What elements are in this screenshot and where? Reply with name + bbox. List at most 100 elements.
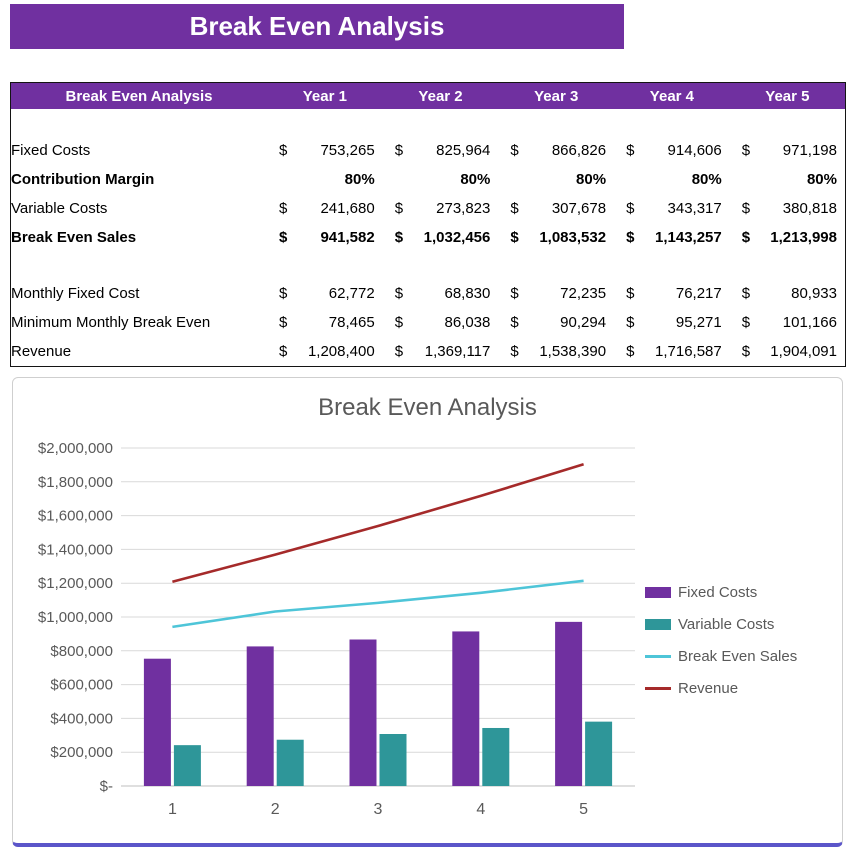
y-tick-label: $600,000 bbox=[50, 677, 113, 694]
bar-fixed-costs bbox=[246, 646, 274, 786]
y-tick-label: $400,000 bbox=[50, 710, 113, 727]
bar-variable-costs bbox=[173, 745, 201, 786]
cell-number: 95,271 bbox=[675, 314, 722, 331]
currency-symbol: $ bbox=[626, 142, 635, 159]
chart-body: $- $200,000 $400,000 $600,000 $800,000 $1,000… bbox=[13, 422, 842, 826]
legend-item-revenue: Revenue bbox=[645, 680, 841, 697]
cell-value bbox=[383, 252, 499, 279]
cell-number: 241,680 bbox=[320, 200, 375, 217]
table-header-title: Break Even Analysis bbox=[10, 82, 267, 109]
cell-value: $86,038 bbox=[383, 308, 499, 337]
table-body: Fixed Costs $753,265 $825,964 $866,826 $914,… bbox=[11, 109, 846, 367]
table-header-year-3: Year 3 bbox=[498, 82, 615, 109]
cell-value bbox=[614, 252, 730, 279]
cell-value: $343,317 bbox=[614, 194, 730, 223]
cell-value: $971,198 bbox=[730, 136, 846, 165]
cell-value: $914,606 bbox=[614, 136, 730, 165]
cell-value: $72,235 bbox=[498, 279, 614, 308]
table-row: Monthly Fixed Cost $62,772 $68,830 $72,235 $… bbox=[11, 279, 846, 308]
cell-number: 380,818 bbox=[782, 200, 837, 217]
row-label: Fixed Costs bbox=[11, 142, 91, 159]
legend-label: Fixed Costs bbox=[678, 584, 758, 601]
cell-value: 80% bbox=[498, 165, 614, 194]
y-tick-label: $1,000,000 bbox=[38, 609, 113, 626]
cell-number: 914,606 bbox=[667, 142, 722, 159]
currency-symbol: $ bbox=[279, 314, 288, 331]
cell-value bbox=[267, 252, 383, 279]
row-label: Variable Costs bbox=[11, 200, 108, 217]
cell-number: 68,830 bbox=[444, 285, 491, 302]
cell-number: 72,235 bbox=[560, 285, 607, 302]
cell-value: $941,582 bbox=[267, 223, 383, 252]
table-row: Fixed Costs $753,265 $825,964 $866,826 $914,… bbox=[11, 136, 846, 165]
cell-value: $1,032,456 bbox=[383, 223, 499, 252]
cell-number: 80% bbox=[344, 171, 375, 188]
page-title-banner: Break Even Analysis bbox=[10, 4, 624, 49]
cell-value: $380,818 bbox=[730, 194, 846, 223]
currency-symbol: $ bbox=[279, 142, 288, 159]
cell-number: 86,038 bbox=[444, 314, 491, 331]
line-revenue bbox=[172, 462, 584, 584]
legend-item-variable-costs: Variable Costs bbox=[645, 616, 841, 633]
legend-swatch-variable-costs bbox=[645, 619, 671, 630]
chart-plot: $- $200,000 $400,000 $600,000 $800,000 $1,000… bbox=[38, 440, 635, 818]
legend-item-fixed-costs: Fixed Costs bbox=[645, 584, 841, 601]
cell-number: 90,294 bbox=[560, 314, 607, 331]
cell-value: $78,465 bbox=[267, 308, 383, 337]
chart-legend: Fixed Costs Variable Costs Break Even Sale… bbox=[645, 448, 841, 833]
chart-title: Break Even Analysis bbox=[318, 394, 537, 421]
currency-symbol: $ bbox=[741, 200, 751, 217]
cell-number: 80,933 bbox=[791, 285, 837, 302]
cell-value: $76,217 bbox=[614, 279, 730, 308]
legend-label: Variable Costs bbox=[678, 616, 775, 633]
cell-number: 1,208,400 bbox=[307, 343, 375, 360]
cell-value: $68,830 bbox=[383, 279, 499, 308]
page: Break Even Analysis Break Even Analysis … bbox=[0, 4, 850, 847]
cell-value: $866,826 bbox=[498, 136, 614, 165]
table-row: Minimum Monthly Break Even $78,465 $86,038… bbox=[11, 308, 846, 337]
cell-number: 307,678 bbox=[551, 200, 607, 217]
table-row: Revenue $1,208,400 $1,369,117 $1,538,390 $1,… bbox=[11, 337, 846, 367]
row-label bbox=[11, 109, 268, 136]
table-header-year-4: Year 4 bbox=[614, 82, 730, 109]
break-even-table: Break Even Analysis Year 1 Year 2 Year 3… bbox=[10, 82, 846, 367]
currency-symbol: $ bbox=[279, 285, 288, 302]
x-tick-label: 4 bbox=[476, 801, 485, 818]
currency-symbol: $ bbox=[626, 285, 635, 302]
cell-value: $1,369,117 bbox=[383, 337, 499, 367]
cell-number: 1,904,091 bbox=[770, 343, 837, 360]
y-tick-label: $2,000,000 bbox=[38, 440, 113, 457]
cell-value bbox=[614, 109, 730, 136]
cell-number: 80% bbox=[460, 171, 491, 188]
cell-number: 101,166 bbox=[782, 314, 837, 331]
row-label: Contribution Margin bbox=[11, 171, 155, 188]
x-tick-label: 2 bbox=[271, 801, 280, 818]
line-break-even-sales bbox=[172, 579, 584, 629]
currency-symbol: $ bbox=[741, 285, 751, 302]
cell-number: 1,213,998 bbox=[770, 229, 837, 246]
cell-number: 62,772 bbox=[328, 285, 375, 302]
currency-symbol: $ bbox=[510, 314, 519, 331]
row-label: Monthly Fixed Cost bbox=[11, 285, 140, 302]
cell-number: 1,083,532 bbox=[539, 229, 607, 246]
row-label: Minimum Monthly Break Even bbox=[11, 314, 211, 331]
table-row bbox=[11, 252, 846, 279]
cell-number: 1,716,587 bbox=[655, 343, 722, 360]
legend-swatch-fixed-costs bbox=[645, 587, 671, 598]
cell-value bbox=[498, 109, 614, 136]
cell-value bbox=[383, 109, 499, 136]
x-tick-label: 1 bbox=[168, 801, 177, 818]
table-row bbox=[11, 109, 846, 136]
cell-number: 80% bbox=[691, 171, 722, 188]
cell-value: $1,083,532 bbox=[498, 223, 614, 252]
currency-symbol: $ bbox=[394, 229, 404, 246]
y-tick-label: $- bbox=[100, 778, 113, 795]
y-tick-label: $800,000 bbox=[50, 643, 113, 660]
cell-value: $825,964 bbox=[383, 136, 499, 165]
currency-symbol: $ bbox=[394, 200, 404, 217]
legend-label: Revenue bbox=[678, 680, 739, 697]
currency-symbol: $ bbox=[279, 229, 288, 246]
currency-symbol: $ bbox=[394, 142, 404, 159]
currency-symbol: $ bbox=[626, 200, 635, 217]
currency-symbol: $ bbox=[741, 142, 751, 159]
